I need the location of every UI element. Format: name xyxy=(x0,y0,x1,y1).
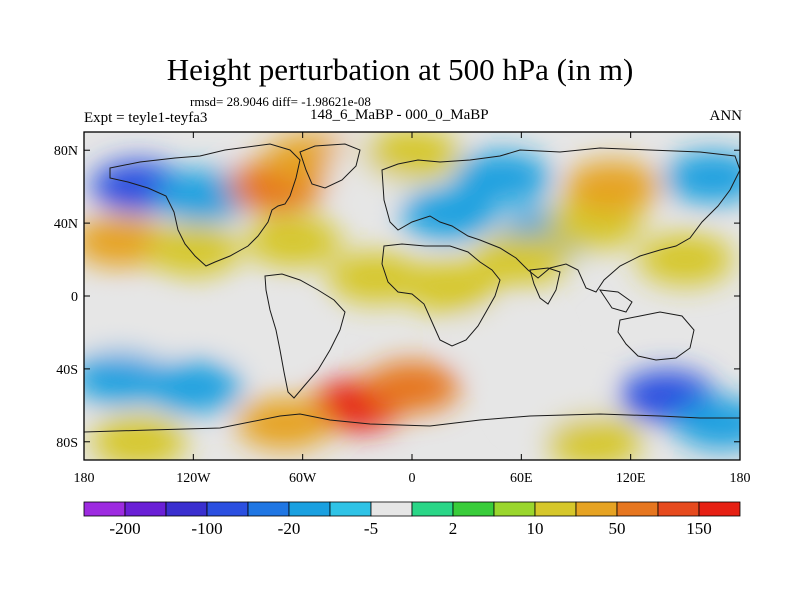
colorbar-box xyxy=(657,501,700,517)
coast-se-asia xyxy=(598,289,633,313)
y-tick-label: 80S xyxy=(56,436,78,451)
colorbar-box xyxy=(698,501,741,517)
colorbar-label: 50 xyxy=(609,519,626,538)
colorbar-label: 10 xyxy=(527,519,544,538)
field-blob xyxy=(154,169,251,222)
coast-greenland xyxy=(299,143,361,189)
colorbar-box xyxy=(493,501,536,517)
field-blob xyxy=(145,224,242,277)
colorbar-label: -200 xyxy=(109,519,140,538)
field-blob xyxy=(90,415,187,460)
axis-ticks: 180 120W 60W 0 60E 120E 180 80N 40N 0 40S 80S xyxy=(54,132,751,486)
field-blob xyxy=(236,397,333,450)
x-tick-label: 60E xyxy=(510,471,533,486)
y-tick-label: 0 xyxy=(71,290,78,305)
field-blob xyxy=(455,151,552,204)
y-tick-label: 40S xyxy=(56,363,78,378)
coast-north-america xyxy=(109,143,301,267)
colorbar-label: 150 xyxy=(686,519,712,538)
y-tick-label: 80N xyxy=(54,144,78,159)
colorbar-box xyxy=(411,501,454,517)
period-label: 148_6_MaBP - 000_0_MaBP xyxy=(310,107,489,123)
field-blob xyxy=(400,188,497,240)
field-blob xyxy=(564,160,661,213)
colorbar-box xyxy=(575,501,618,517)
colorbar-box xyxy=(83,501,126,517)
field-blob xyxy=(327,251,424,304)
x-tick-label: 0 xyxy=(409,471,416,486)
coast-antarctica xyxy=(84,413,740,433)
colorbar-label: -100 xyxy=(191,519,222,538)
field-blob xyxy=(400,260,497,313)
y-tick-label: 40N xyxy=(54,217,78,232)
field-blob xyxy=(245,215,342,268)
field-blob xyxy=(84,352,169,404)
chart-title: Height perturbation at 500 hPa (in m) xyxy=(166,52,634,87)
x-tick-label: 60W xyxy=(289,471,317,486)
colorbar-label: -20 xyxy=(278,519,301,538)
field-blob xyxy=(145,361,242,414)
colorbar-label: -5 xyxy=(364,519,378,538)
colorbar-box xyxy=(370,501,413,517)
field-blob xyxy=(546,415,643,460)
colorbar-box xyxy=(124,501,167,517)
field-blob xyxy=(90,306,187,359)
colorbar-label: 2 xyxy=(449,519,458,538)
coast-africa xyxy=(381,243,501,347)
colorbar-box xyxy=(288,501,331,517)
field-blob xyxy=(218,306,315,359)
coast-south-america xyxy=(264,273,346,399)
experiment-label: Expt = teyle1-teyfa3 xyxy=(84,110,208,126)
x-tick-label: 120W xyxy=(176,471,211,486)
colorbar-box xyxy=(247,501,290,517)
x-tick-label: 180 xyxy=(74,471,95,486)
season-label: ANN xyxy=(709,108,743,124)
field-blobs xyxy=(84,132,740,460)
colorbar-box xyxy=(452,501,495,517)
field-blob xyxy=(455,315,552,368)
colorbar-box xyxy=(616,501,659,517)
x-tick-label: 120E xyxy=(616,471,646,486)
field-blob xyxy=(673,397,740,450)
colorbar-box xyxy=(206,501,249,517)
coast-australia xyxy=(617,311,695,361)
x-tick-label: 180 xyxy=(730,471,751,486)
colorbar-box xyxy=(329,501,372,517)
field-blob xyxy=(637,233,734,286)
stats-line: rmsd= 28.9046 diff= -1.98621e-08 xyxy=(190,94,371,109)
colorbar-box xyxy=(165,501,208,517)
field-blob xyxy=(664,151,740,204)
coastlines xyxy=(84,143,740,433)
coast-eurasia xyxy=(381,147,740,293)
coast-india xyxy=(529,267,561,305)
field-blob xyxy=(364,361,460,414)
colorbar-box xyxy=(534,501,577,517)
